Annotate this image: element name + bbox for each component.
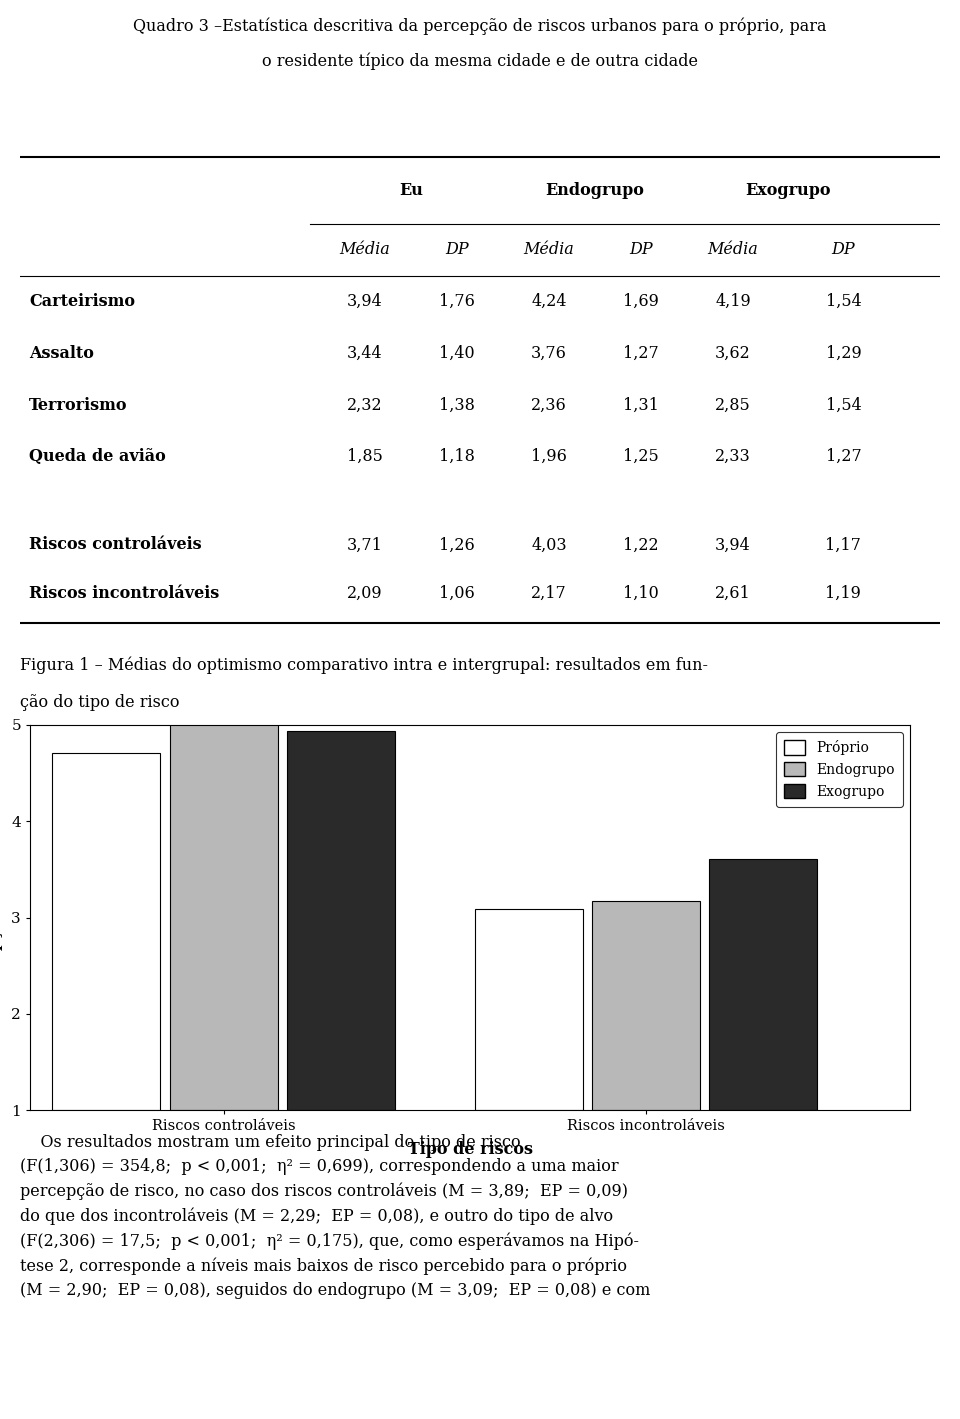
- Text: Média: Média: [708, 241, 758, 258]
- Text: 1,29: 1,29: [826, 345, 861, 362]
- Bar: [709, 858, 817, 1110]
- Text: 2,36: 2,36: [531, 396, 566, 413]
- Text: 3,94: 3,94: [715, 536, 751, 553]
- Text: 1,18: 1,18: [439, 448, 475, 465]
- Text: 1,31: 1,31: [623, 396, 659, 413]
- Text: 1,25: 1,25: [623, 448, 659, 465]
- Text: 2,33: 2,33: [715, 448, 751, 465]
- Text: 1,69: 1,69: [623, 294, 659, 311]
- Text: Assalto: Assalto: [29, 345, 94, 362]
- Text: 4,24: 4,24: [531, 294, 566, 311]
- Text: DP: DP: [445, 241, 468, 258]
- Text: Carteirismo: Carteirismo: [29, 294, 135, 311]
- Text: 1,17: 1,17: [826, 536, 861, 553]
- Text: 2,09: 2,09: [348, 585, 383, 602]
- Text: DP: DP: [831, 241, 855, 258]
- Text: ção do tipo de risco: ção do tipo de risco: [20, 694, 180, 711]
- Text: 1,06: 1,06: [439, 585, 475, 602]
- Text: Quadro 3 –Estatística descritiva da percepção de riscos urbanos para o próprio, : Quadro 3 –Estatística descritiva da perc…: [133, 17, 827, 34]
- Text: Média: Média: [523, 241, 574, 258]
- Text: 1,76: 1,76: [439, 294, 475, 311]
- Text: Riscos incontroláveis: Riscos incontroláveis: [29, 585, 220, 602]
- X-axis label: Tipo de riscos: Tipo de riscos: [407, 1141, 533, 1158]
- Text: 1,96: 1,96: [531, 448, 567, 465]
- Text: 3,71: 3,71: [348, 536, 383, 553]
- Text: 1,27: 1,27: [826, 448, 861, 465]
- Bar: [52, 753, 160, 1110]
- Text: 1,22: 1,22: [623, 536, 659, 553]
- Bar: [474, 908, 583, 1110]
- Text: 2,32: 2,32: [348, 396, 383, 413]
- Text: Terrorismo: Terrorismo: [29, 396, 128, 413]
- Text: 1,27: 1,27: [623, 345, 659, 362]
- Text: 3,94: 3,94: [348, 294, 383, 311]
- Text: 2,61: 2,61: [715, 585, 751, 602]
- Text: Endogrupo: Endogrupo: [545, 182, 644, 199]
- Text: 2,85: 2,85: [715, 396, 751, 413]
- Text: 4,19: 4,19: [715, 294, 751, 311]
- Legend: Próprio, Endogrupo, Exogrupo: Próprio, Endogrupo, Exogrupo: [776, 732, 903, 807]
- Bar: [592, 901, 700, 1110]
- Text: Os resultados mostram um efeito principal do tipo de risco
(F(1,306) = 354,8;  p: Os resultados mostram um efeito principa…: [20, 1134, 650, 1298]
- Bar: [170, 722, 277, 1110]
- Text: 1,10: 1,10: [623, 585, 659, 602]
- Text: 1,19: 1,19: [826, 585, 861, 602]
- Text: Figura 1 – Médias do optimismo comparativo intra e intergrupal: resultados em fu: Figura 1 – Médias do optimismo comparati…: [20, 656, 708, 674]
- Text: 3,62: 3,62: [715, 345, 751, 362]
- Text: 1,40: 1,40: [439, 345, 475, 362]
- Text: Média: Média: [340, 241, 391, 258]
- Text: 1,54: 1,54: [826, 396, 861, 413]
- Text: Queda de avião: Queda de avião: [29, 448, 166, 465]
- Text: o residente típico da mesma cidade e de outra cidade: o residente típico da mesma cidade e de …: [262, 53, 698, 70]
- Text: 4,03: 4,03: [531, 536, 566, 553]
- Text: 2,17: 2,17: [531, 585, 566, 602]
- Text: 1,54: 1,54: [826, 294, 861, 311]
- Text: 1,38: 1,38: [439, 396, 475, 413]
- Y-axis label: Percepção de risco: Percepção de risco: [0, 837, 3, 998]
- Text: 3,44: 3,44: [348, 345, 383, 362]
- Text: 3,76: 3,76: [531, 345, 567, 362]
- Bar: [287, 731, 395, 1110]
- Text: Exogrupo: Exogrupo: [746, 182, 831, 199]
- Text: 1,26: 1,26: [439, 536, 475, 553]
- Text: Riscos controláveis: Riscos controláveis: [29, 536, 202, 553]
- Text: DP: DP: [629, 241, 653, 258]
- Text: 1,85: 1,85: [348, 448, 383, 465]
- Text: Eu: Eu: [399, 182, 423, 199]
